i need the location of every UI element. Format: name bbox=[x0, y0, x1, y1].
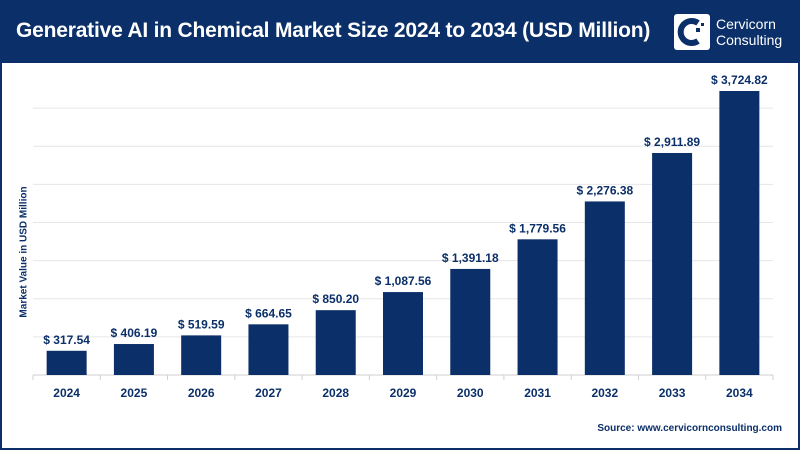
x-tick-label-2034: 2034 bbox=[726, 386, 753, 400]
bar-2028 bbox=[315, 310, 356, 375]
data-label-2025: $ 406.19 bbox=[111, 326, 158, 340]
x-tick-label-2027: 2027 bbox=[255, 386, 282, 400]
source-note: Source: www.cervicornconsulting.com bbox=[597, 423, 782, 434]
data-label-2026: $ 519.59 bbox=[178, 317, 225, 331]
logo-line2: Consulting bbox=[716, 32, 783, 48]
data-label-2034: $ 3,724.82 bbox=[711, 73, 768, 87]
bar-2027 bbox=[248, 324, 289, 375]
x-tick-label-2026: 2026 bbox=[188, 386, 215, 400]
x-tick-label-2031: 2031 bbox=[524, 386, 551, 400]
chart-title: Generative AI in Chemical Market Size 20… bbox=[16, 19, 651, 42]
header-bar: Generative AI in Chemical Market Size 20… bbox=[2, 2, 798, 63]
data-label-2032: $ 2,276.38 bbox=[576, 183, 633, 197]
bar-2025 bbox=[113, 344, 154, 375]
logo-line1: Cervicorn bbox=[716, 16, 776, 32]
x-tick-label-2025: 2025 bbox=[121, 386, 148, 400]
x-tick-label-2024: 2024 bbox=[53, 386, 80, 400]
x-tick-label-2028: 2028 bbox=[322, 386, 349, 400]
bar-2032 bbox=[584, 201, 625, 375]
x-tick-label-2033: 2033 bbox=[659, 386, 686, 400]
bar-2024 bbox=[46, 350, 87, 375]
bar-2026 bbox=[181, 335, 222, 375]
data-label-2033: $ 2,911.89 bbox=[644, 135, 700, 149]
bar-2029 bbox=[383, 292, 423, 375]
logo-text: Cervicorn Consulting bbox=[716, 16, 782, 48]
bar-2034 bbox=[719, 91, 760, 375]
x-tick-label-2030: 2030 bbox=[457, 386, 484, 400]
data-label-2029: $ 1,087.56 bbox=[375, 274, 432, 288]
bar-2030 bbox=[450, 268, 491, 375]
data-label-2030: $ 1,391.18 bbox=[442, 251, 499, 265]
bar-2031 bbox=[517, 239, 558, 375]
data-label-2027: $ 664.65 bbox=[245, 306, 292, 320]
data-label-2028: $ 850.20 bbox=[312, 292, 359, 306]
data-label-2024: $ 317.54 bbox=[43, 333, 90, 347]
data-label-2031: $ 1,779.56 bbox=[509, 221, 566, 235]
bar-2033 bbox=[652, 152, 693, 375]
bar-chart: $ 317.54 2024 $ 406.19 2025 $ 519.59 2026 $ 66… bbox=[32, 73, 774, 400]
cervicorn-logo-icon bbox=[674, 14, 710, 50]
x-tick-label-2029: 2029 bbox=[390, 386, 417, 400]
x-tick-label-2032: 2032 bbox=[591, 386, 618, 400]
